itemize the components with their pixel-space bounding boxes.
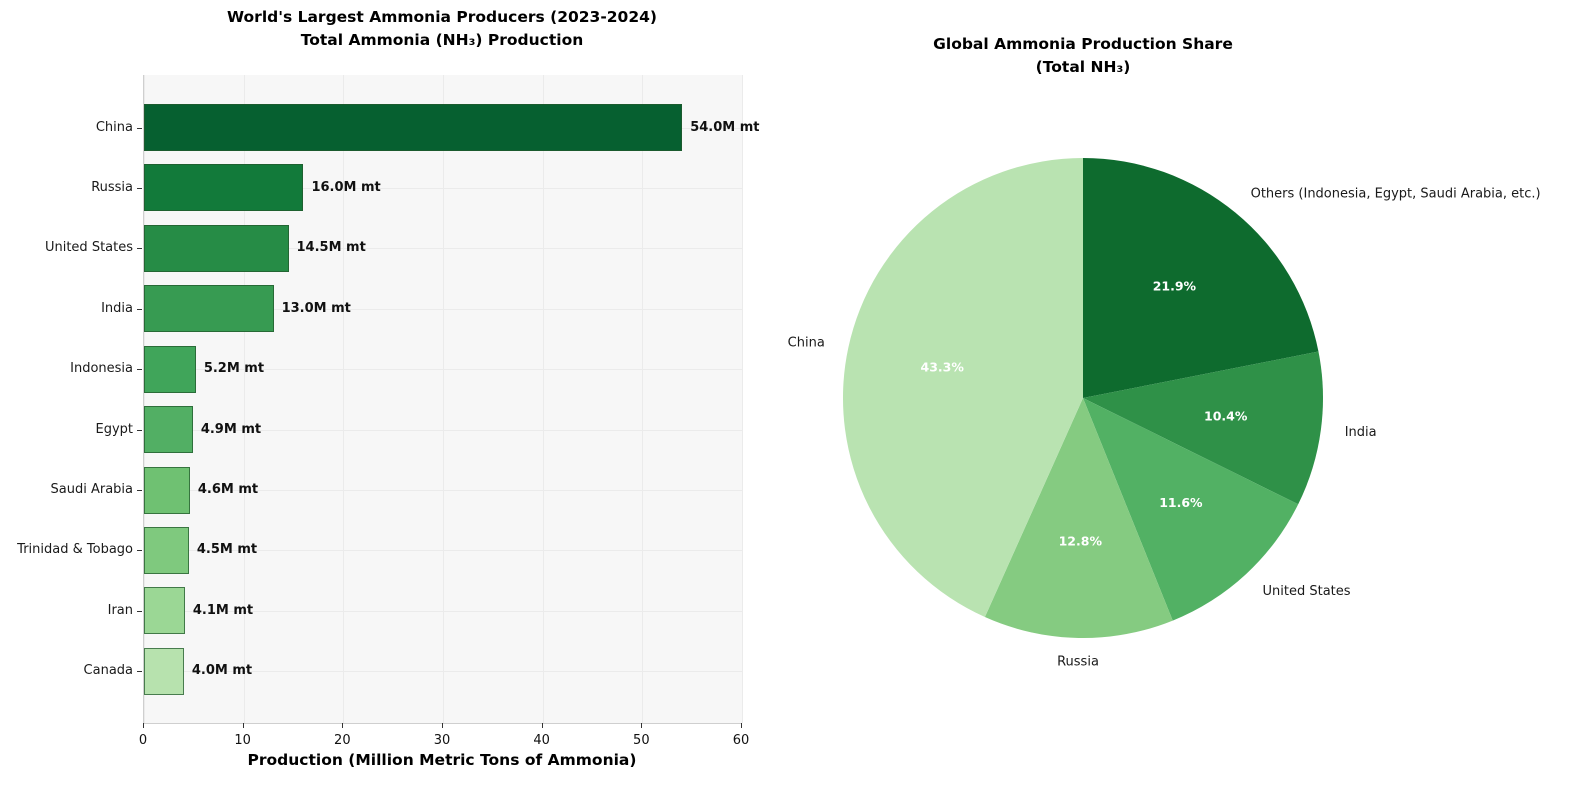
x-tick (541, 723, 543, 728)
gridline-vertical (742, 75, 743, 723)
category-label: Egypt (95, 421, 133, 437)
x-tick-label: 50 (633, 733, 650, 748)
bar-canada (144, 647, 184, 695)
bar-indonesia (144, 345, 196, 393)
gridline-horizontal (144, 490, 742, 492)
gridline-horizontal (144, 429, 742, 431)
gridline-horizontal (144, 610, 742, 612)
bar-chart-title-line1: World's Largest Ammonia Producers (2023-… (226, 8, 657, 26)
pie-slice-india (1083, 351, 1323, 505)
x-tick (143, 723, 144, 728)
pie-slice-label: Russia (1057, 655, 1099, 670)
x-tick-label: 40 (533, 733, 550, 748)
gridline-vertical (542, 75, 544, 723)
pie-slice-china (842, 157, 1083, 618)
x-tick-label: 0 (138, 733, 148, 748)
gridline-vertical (642, 75, 644, 723)
x-tick (242, 723, 244, 728)
pie-slice-others-indonesia-egypt-saudi-arabia-etc (1083, 158, 1319, 398)
category-label: China (95, 119, 133, 135)
gridline-horizontal (144, 671, 742, 673)
pie-slice-russia (984, 398, 1173, 639)
pie-slice-united-states (1083, 398, 1299, 621)
bar-russia (144, 164, 304, 212)
category-label: India (101, 300, 133, 316)
gridline-horizontal (144, 550, 742, 552)
gridline-horizontal (144, 248, 742, 250)
gridline-vertical (243, 75, 245, 723)
y-tick (137, 429, 142, 431)
bar-value-label: 4.5M mt (196, 542, 258, 558)
x-axis-label: Production (Million Metric Tons of Ammon… (247, 751, 637, 769)
pie-pct-label: 12.8% (1059, 534, 1103, 549)
y-tick (137, 187, 142, 189)
y-tick (137, 308, 142, 310)
x-tick-label: 30 (433, 733, 451, 748)
x-tick (641, 723, 643, 728)
bar-value-label: 4.6M mt (197, 482, 259, 498)
pie-slice-label: China (788, 335, 825, 350)
pie-chart-title-line1: Global Ammonia Production Share (933, 35, 1233, 53)
x-tick (342, 723, 344, 728)
bar-iran (144, 587, 185, 635)
category-label: Canada (83, 663, 133, 679)
pie-pct-label: 21.9% (1153, 278, 1197, 293)
category-label: Iran (107, 602, 133, 618)
y-tick (137, 369, 142, 371)
gridline-horizontal (144, 369, 742, 371)
x-tick-label: 10 (234, 733, 251, 748)
bar-value-label: 5.2M mt (203, 361, 265, 377)
gridline-horizontal (144, 187, 742, 189)
category-label: Saudi Arabia (50, 482, 134, 498)
y-tick (137, 610, 142, 612)
gridline-vertical (144, 75, 145, 723)
pie-chart-title-line2: (Total NH₃) (1035, 58, 1131, 76)
category-label: Trinidad & Tobago (17, 542, 133, 558)
bar-value-label: 4.1M mt (192, 602, 254, 618)
x-tick (741, 723, 742, 728)
bar-value-label: 16.0M mt (311, 179, 381, 195)
bar-value-label: 14.5M mt (296, 240, 366, 256)
bar-egypt (144, 406, 193, 454)
bar-saudi-arabia (144, 466, 190, 514)
bar-chart-annotation-layer: China 54.0M mt Russia 16.0M mt United States… (17, 119, 760, 749)
bar-value-label: 4.9M mt (200, 421, 262, 437)
y-tick (137, 550, 142, 552)
bar-united-states (144, 224, 289, 272)
bar-chart-plot-area (143, 75, 743, 724)
pie-slice-label: India (1345, 425, 1377, 440)
pie-pct-label: 11.6% (1159, 495, 1203, 510)
bar-value-label: 54.0M mt (690, 119, 760, 135)
x-tick (442, 723, 443, 728)
y-tick (137, 671, 142, 673)
bar-chart-title: World's Largest Ammonia Producers (2023-… (143, 6, 741, 52)
y-tick (137, 127, 142, 129)
bar-trinidad-tobago (144, 526, 189, 574)
gridline-horizontal (144, 308, 742, 310)
pie-pct-label: 43.3% (921, 359, 965, 374)
pie-pct-label: 10.4% (1204, 408, 1248, 423)
bar-chart-title-line2: Total Ammonia (NH₃) Production (300, 31, 584, 49)
pie-slice-label: Others (Indonesia, Egypt, Saudi Arabia, … (1251, 187, 1541, 202)
bar-india (144, 285, 274, 333)
bar-china (144, 104, 683, 151)
category-label: Indonesia (70, 361, 133, 377)
pie-slice-label: United States (1263, 584, 1351, 599)
pie-chart-title: Global Ammonia Production Share (Total N… (789, 33, 1377, 79)
bar-value-label: 4.0M mt (191, 663, 253, 679)
y-tick (137, 490, 142, 492)
x-tick-label: 60 (732, 733, 750, 748)
gridline-vertical (343, 75, 345, 723)
category-label: United States (44, 240, 133, 256)
x-tick-label: 20 (334, 733, 351, 748)
category-label: Russia (91, 179, 133, 195)
y-tick (137, 248, 142, 250)
gridline-vertical (443, 75, 444, 723)
bar-value-label: 13.0M mt (281, 300, 351, 316)
